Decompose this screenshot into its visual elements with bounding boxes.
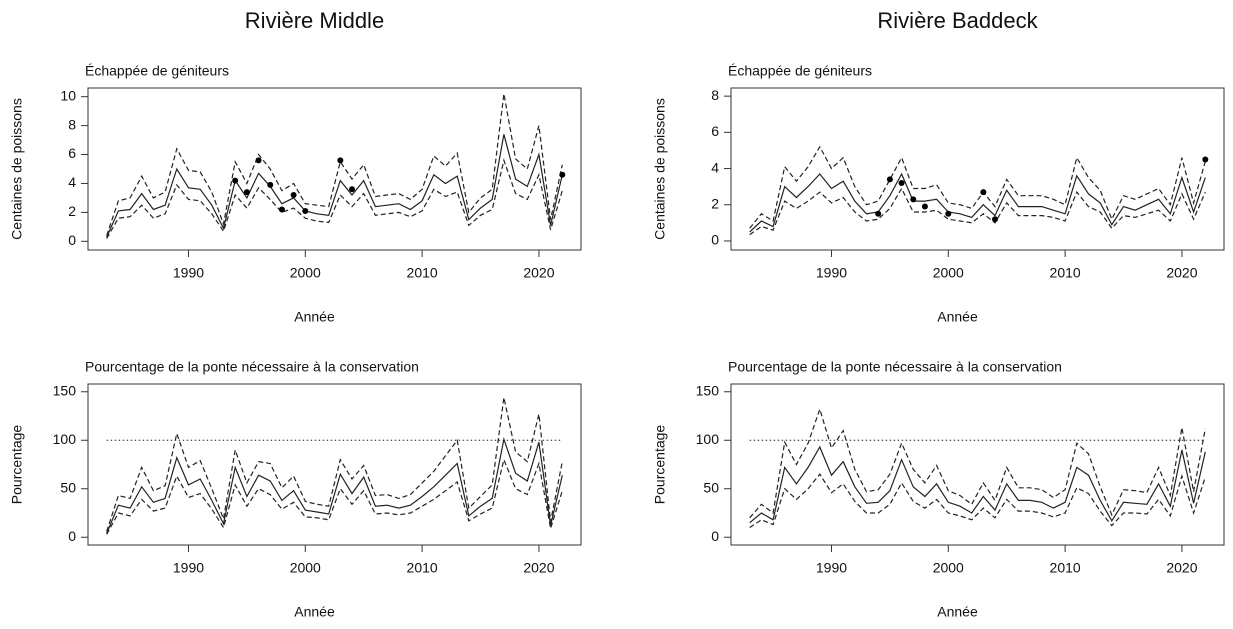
data-point: [886, 176, 893, 183]
data-point: [302, 207, 309, 214]
interval-line: [749, 187, 1206, 236]
data-point: [267, 181, 274, 188]
plot-frame: [87, 383, 582, 546]
panel-title: Pourcentage de la ponte nécessaire à la …: [728, 359, 1062, 375]
data-point: [337, 157, 344, 164]
panel: Rivière Middle Échappée de géniteurs Année…: [9, 8, 582, 325]
y-axis-label: Pourcentage: [9, 425, 25, 505]
median-line: [749, 445, 1206, 524]
y-tick-label: 150: [53, 382, 77, 398]
column-title: Rivière Middle: [245, 8, 384, 33]
y-tick-label: 2: [711, 195, 719, 211]
panel: Pourcentage de la ponte nécessaire à la …: [9, 359, 582, 620]
data-point: [875, 210, 882, 217]
x-axis-label: Année: [937, 309, 978, 325]
y-tick-label: 150: [696, 382, 720, 398]
x-tick-label: 2020: [523, 560, 554, 576]
interval-line: [106, 93, 563, 236]
y-tick-label: 2: [68, 203, 76, 219]
x-tick-label: 2000: [290, 560, 321, 576]
median-line: [749, 172, 1206, 233]
x-tick-label: 2010: [407, 265, 438, 281]
data-point: [992, 216, 999, 223]
y-tick-label: 100: [696, 431, 720, 447]
data-point: [910, 196, 917, 203]
x-tick-label: 1990: [173, 560, 204, 576]
interval-line: [106, 158, 563, 239]
data-point: [945, 210, 952, 217]
interval-line: [106, 397, 563, 532]
y-tick-label: 4: [711, 159, 719, 175]
y-tick-label: 8: [68, 116, 76, 132]
y-tick-label: 0: [68, 232, 76, 248]
x-tick-label: 1990: [816, 265, 847, 281]
data-point: [278, 206, 285, 213]
x-tick-label: 1990: [816, 560, 847, 576]
x-tick-label: 2010: [407, 560, 438, 576]
y-tick-label: 100: [53, 431, 77, 447]
panel-title: Échappée de géniteurs: [728, 63, 872, 79]
x-tick-label: 2010: [1050, 265, 1081, 281]
data-point: [232, 177, 239, 184]
x-axis-label: Année: [294, 604, 335, 620]
x-tick-label: 1990: [173, 265, 204, 281]
x-tick-label: 2000: [933, 560, 964, 576]
y-axis-label: Centaines de poissons: [9, 98, 25, 240]
data-point: [243, 189, 250, 196]
panel-title: Échappée de géniteurs: [85, 63, 229, 79]
median-line: [106, 134, 563, 238]
y-tick-label: 10: [60, 87, 76, 103]
plot-frame: [730, 87, 1225, 251]
y-axis-label: Pourcentage: [652, 425, 668, 505]
data-point: [559, 171, 566, 178]
y-tick-label: 6: [68, 145, 76, 161]
interval-line: [749, 145, 1206, 229]
x-tick-label: 2020: [1166, 560, 1197, 576]
median-line: [106, 437, 563, 534]
column-title: Rivière Baddeck: [877, 8, 1038, 33]
y-tick-label: 0: [711, 232, 719, 248]
interval-line: [106, 457, 563, 535]
plot-frame: [87, 87, 582, 251]
data-point: [921, 203, 928, 210]
panel: Rivière Baddeck Échappée de géniteurs Anné…: [652, 8, 1225, 325]
y-tick-label: 50: [60, 479, 76, 495]
plot-frame: [730, 383, 1225, 546]
interval-line: [749, 407, 1206, 519]
interval-line: [749, 473, 1206, 529]
y-tick-label: 4: [68, 174, 76, 190]
y-tick-label: 0: [68, 528, 76, 544]
x-tick-label: 2020: [523, 265, 554, 281]
data-point: [255, 157, 262, 164]
y-tick-label: 0: [711, 528, 719, 544]
y-tick-label: 8: [711, 87, 719, 103]
x-tick-label: 2000: [290, 265, 321, 281]
data-point: [898, 180, 905, 187]
y-tick-label: 6: [711, 123, 719, 139]
data-point: [1202, 156, 1209, 163]
x-tick-label: 2010: [1050, 560, 1081, 576]
panel-title: Pourcentage de la ponte nécessaire à la …: [85, 359, 419, 375]
x-tick-label: 2000: [933, 265, 964, 281]
y-axis-label: Centaines de poissons: [652, 98, 668, 240]
y-tick-label: 50: [703, 479, 719, 495]
x-axis-label: Année: [937, 604, 978, 620]
x-tick-label: 2020: [1166, 265, 1197, 281]
x-axis-label: Année: [294, 309, 335, 325]
data-point: [349, 186, 356, 193]
data-point: [290, 192, 297, 199]
panel: Pourcentage de la ponte nécessaire à la …: [652, 359, 1225, 620]
data-point: [980, 189, 987, 196]
